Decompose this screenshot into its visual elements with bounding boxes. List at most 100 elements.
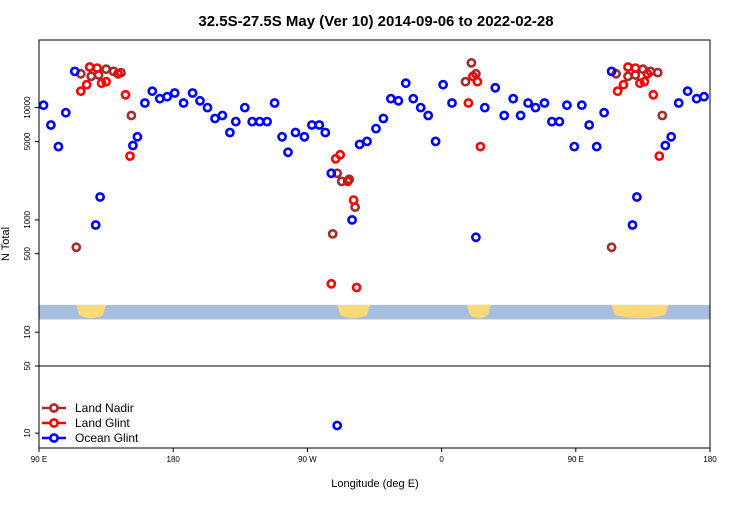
data-point (71, 242, 82, 253)
data-point (262, 116, 272, 127)
data-point (247, 116, 258, 127)
data-point (584, 120, 595, 130)
data-point (326, 168, 337, 179)
data-point (475, 141, 486, 152)
surface-band (39, 304, 710, 320)
data-point (125, 151, 135, 161)
data-point (224, 127, 235, 138)
data-point (447, 98, 457, 108)
legend-marker (49, 433, 59, 443)
data-point (630, 63, 641, 73)
data-point (648, 89, 659, 100)
data-point (132, 131, 143, 142)
data-point (154, 93, 165, 104)
data-point (351, 282, 362, 293)
data-point (46, 120, 56, 130)
data-point (326, 278, 337, 289)
data-point (666, 131, 677, 142)
data-point (691, 93, 702, 104)
data-point (463, 98, 474, 108)
data-point (472, 76, 483, 87)
data-point (120, 89, 131, 100)
y-tick-label: 10 (23, 428, 32, 437)
chart-title: 32.5S-27.5S May (Ver 10) 2014-09-06 to 2… (198, 13, 553, 30)
data-point (599, 107, 609, 118)
data-point (113, 68, 123, 79)
data-point (81, 79, 92, 90)
legend-label: Land Glint (75, 416, 130, 430)
data-point (627, 220, 638, 230)
data-point (378, 113, 389, 124)
series-land-glint (75, 62, 665, 293)
data-point (362, 136, 372, 147)
data-point (314, 120, 325, 130)
x-tick-label: 90 E (568, 455, 584, 464)
data-point (632, 192, 642, 202)
data-point (347, 214, 357, 225)
data-point (400, 78, 411, 89)
data-point (210, 113, 220, 124)
data-point (178, 98, 189, 108)
legend-item: Land Nadir (42, 401, 134, 415)
data-point (618, 79, 629, 90)
series-land-nadir (71, 58, 668, 253)
data-point (547, 116, 557, 127)
data-point (342, 176, 353, 187)
data-point (320, 127, 331, 138)
data-point (169, 88, 180, 98)
plot-frame (38, 39, 711, 449)
data-point (479, 102, 490, 113)
data-points (38, 58, 709, 431)
data-point (162, 91, 173, 102)
data-point (623, 62, 633, 72)
x-tick-label: 180 (703, 455, 717, 464)
y-tick-label: 50 (23, 361, 32, 370)
land-band-segment (76, 304, 107, 319)
land-band-segment (466, 304, 491, 319)
ocean-band (39, 304, 710, 320)
data-point (460, 76, 471, 87)
data-point (470, 232, 481, 243)
data-point (69, 66, 80, 77)
data-point (576, 100, 587, 111)
data-point (606, 66, 617, 77)
data-point (699, 91, 709, 102)
data-point (239, 102, 250, 113)
data-point (60, 107, 71, 118)
data-point (523, 98, 533, 108)
legend-item: Ocean Glint (42, 431, 139, 445)
data-point (84, 62, 95, 72)
data-point (530, 102, 541, 113)
data-point (515, 110, 526, 121)
data-point (652, 67, 663, 78)
x-tick-label: 90 E (31, 455, 47, 464)
data-point (393, 95, 404, 106)
ticks: 90 E 180 90 W 0 90 E 180 10 50 100 500 1000 5000 100… (23, 96, 717, 464)
data-point (332, 420, 343, 431)
data-point (654, 151, 665, 161)
data-point (327, 228, 338, 239)
data-point (539, 98, 550, 108)
data-point (591, 141, 602, 152)
y-tick-label: 5000 (23, 132, 32, 150)
data-point (508, 93, 519, 104)
data-point (623, 71, 633, 82)
data-point (86, 71, 97, 82)
data-point (430, 136, 441, 147)
series-ocean-glint (38, 66, 709, 431)
legend-label: Land Nadir (75, 401, 134, 415)
data-point (348, 195, 359, 205)
data-point (90, 220, 101, 230)
data-point (408, 93, 419, 104)
legend-label: Ocean Glint (75, 431, 139, 445)
data-point (187, 88, 198, 98)
y-axis-label: N Total (0, 227, 12, 261)
data-point (101, 64, 111, 75)
data-point (277, 131, 287, 142)
data-point (290, 127, 301, 138)
data-point (38, 100, 49, 111)
data-point (126, 110, 137, 121)
